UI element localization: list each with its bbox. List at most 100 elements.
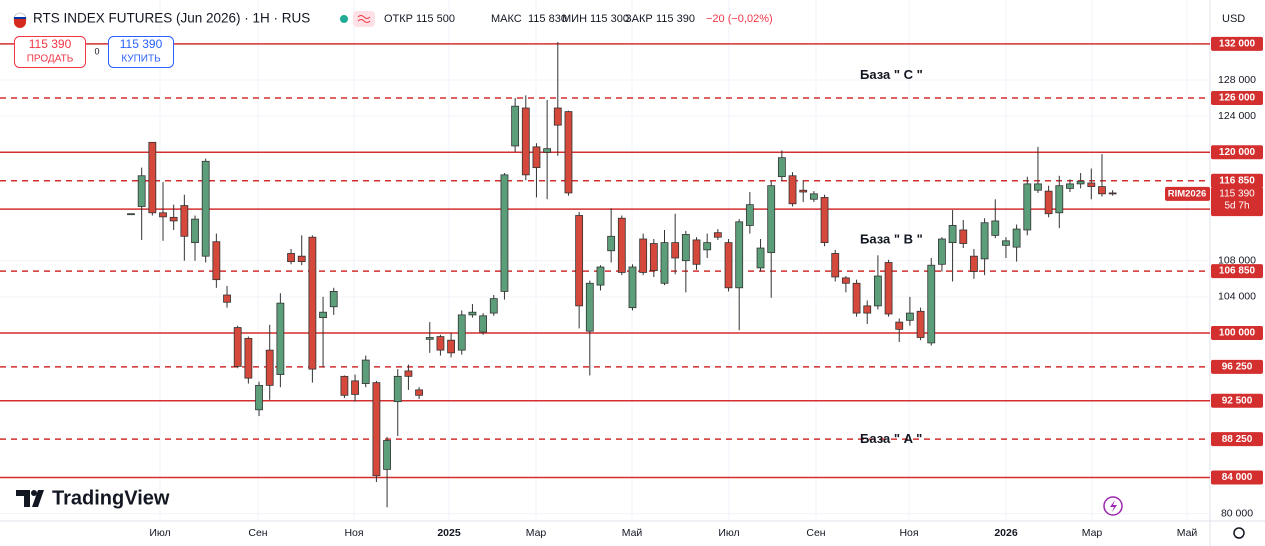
symbol-label-box (1165, 186, 1210, 201)
annotation: База " B " (860, 231, 923, 246)
level-label: 126 000 (1219, 93, 1256, 104)
candle-body (244, 337, 253, 379)
candle-body (820, 197, 829, 244)
candle-body (948, 225, 957, 244)
level-label: 120 000 (1219, 147, 1256, 158)
candle-body (895, 321, 904, 330)
close-label: ЗАКР (625, 13, 653, 25)
status-icon (357, 15, 371, 23)
candle-body (543, 148, 552, 153)
candle-body (628, 266, 637, 309)
x-tick-label: Сен (806, 527, 825, 539)
candle-body (201, 160, 210, 257)
x-tick-label: Июл (149, 527, 170, 539)
logo-icon (16, 490, 44, 507)
alert-icon (1110, 500, 1117, 512)
candle-body (276, 302, 285, 375)
candle-body (255, 384, 263, 411)
candle-body (191, 218, 199, 244)
high-value: 115 830 (528, 13, 567, 25)
countdown: 5d 7h (1224, 201, 1249, 212)
candle-body (1012, 228, 1021, 248)
candle-body (841, 277, 850, 284)
candle-body (297, 255, 306, 262)
level-label-box (1211, 393, 1263, 408)
y-tick-label: 128 000 (1218, 74, 1256, 86)
candle-body (500, 174, 509, 292)
level-label-box (1211, 145, 1263, 160)
x-tick-label: Май (1177, 527, 1198, 539)
flag (14, 17, 26, 19)
spread: 0 (94, 46, 99, 56)
level-label-box (1211, 173, 1263, 188)
low-value: 115 300 (590, 13, 629, 25)
level-label-box (1211, 432, 1263, 447)
candle-body (553, 107, 562, 126)
low-label: МИН (562, 13, 587, 25)
sell-price: 115 390 (29, 37, 72, 51)
level-label-box (1211, 470, 1263, 485)
settings-icon[interactable] (1233, 527, 1245, 539)
candle-body (1044, 190, 1053, 215)
sell-button[interactable] (14, 36, 86, 68)
candle-body (799, 189, 808, 193)
symbol-title: RTS INDEX FUTURES (Jun 2026) · 1H · RUS (33, 11, 310, 26)
symbol-label: RIM2026 (1168, 188, 1207, 199)
labels: 80 000 104 000 108 000 124 000 128 000 Июл Сен… (149, 36, 1263, 539)
candle-body (607, 235, 616, 252)
status-dot (340, 15, 348, 23)
candle-body (874, 275, 882, 307)
candle-body (575, 215, 584, 307)
candle-body (863, 305, 872, 314)
candle-body (489, 298, 498, 314)
candle-body (287, 253, 295, 262)
x-tick-label: Ноя (899, 527, 918, 539)
level-label-box (1211, 36, 1263, 51)
candle-body (852, 282, 861, 314)
buy-button[interactable] (108, 36, 174, 68)
candle-body (1002, 240, 1010, 246)
candle-body (169, 216, 178, 222)
change: −20 (−0,02%) (706, 13, 773, 25)
candle-body (436, 336, 445, 351)
logo-icon (31, 490, 37, 496)
close-value: 115 390 (656, 13, 695, 25)
y-tick-label: 80 000 (1221, 507, 1253, 519)
x-tick-label: Мар (1082, 527, 1103, 539)
candle-body (596, 266, 605, 286)
candle-body (735, 221, 744, 289)
level-label: 100 000 (1219, 328, 1256, 339)
candle-body (148, 141, 157, 214)
candle-body (1055, 185, 1064, 214)
currency[interactable]: USD (1222, 13, 1245, 25)
candle-body (372, 382, 381, 477)
candle-body (959, 229, 968, 244)
x-tick-label: Ноя (344, 527, 363, 539)
candle-body (415, 389, 423, 396)
candle-body (393, 375, 402, 403)
candle-body (447, 339, 456, 354)
buy-label: КУПИТЬ (121, 54, 161, 65)
y-tick-label: 108 000 (1218, 254, 1256, 266)
level-label: 92 500 (1222, 395, 1253, 406)
candle-body (777, 157, 786, 178)
level-label-box (1211, 91, 1263, 106)
candle-body (308, 236, 317, 370)
status-icon[interactable] (353, 11, 375, 27)
candle-body (521, 107, 530, 176)
candle-body (585, 282, 594, 332)
candle-body (671, 242, 680, 259)
candle-body (649, 243, 658, 272)
candle-body (660, 242, 669, 284)
candle-body (938, 238, 946, 265)
candle-body (1066, 183, 1074, 189)
candle-body (212, 241, 221, 281)
candle-body (1076, 180, 1085, 185)
annotation: База " C " (860, 67, 923, 82)
candle-body (1023, 183, 1032, 231)
candles (127, 42, 1117, 508)
buy-price: 115 390 (120, 37, 163, 51)
candle-body (745, 204, 754, 226)
candle-body (681, 234, 690, 262)
